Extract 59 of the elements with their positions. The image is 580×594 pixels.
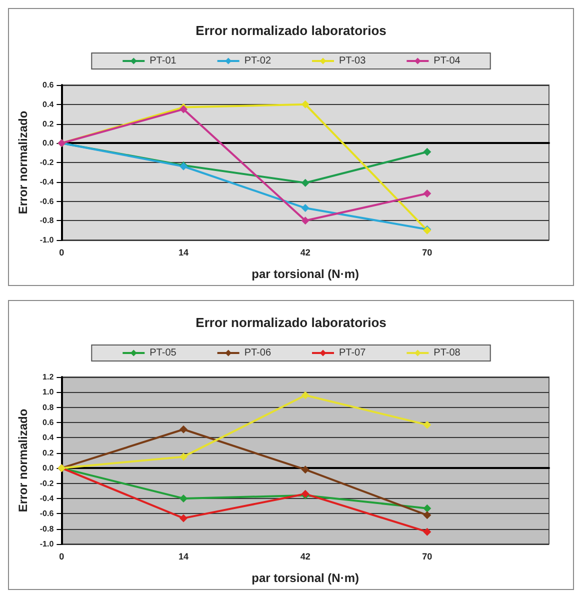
legend-label: PT-02 [244, 56, 272, 66]
y-tick-label: 0.2 [42, 448, 54, 458]
point [180, 425, 188, 434]
legend-label: PT-08 [434, 348, 461, 358]
y-tick-label: -1.0 [40, 236, 54, 244]
point [423, 504, 432, 512]
y-tick-label: -0.4 [40, 177, 54, 186]
y-tick-label: 0.6 [42, 418, 54, 428]
chart-title: Error normalizado laboratorios [196, 23, 386, 38]
legend-label: PT-06 [244, 348, 272, 358]
y-tick-label: -1.0 [40, 540, 54, 548]
chart-title: Error normalizado laboratorios [196, 315, 386, 330]
x-tick-label: 42 [300, 552, 310, 562]
y-tick-label: 0.6 [42, 80, 54, 90]
x-tick-label: 0 [59, 248, 64, 258]
x-axis-title: par torsional (N·m) [252, 571, 360, 585]
legend-label: PT-03 [339, 56, 366, 66]
y-tick-label: 0.0 [42, 138, 54, 148]
y-tick-label: -0.2 [40, 158, 54, 167]
y-axis-title: Error normalizado [16, 408, 30, 512]
legend-label: PT-07 [339, 348, 366, 358]
legend-label: PT-01 [150, 56, 177, 66]
point [301, 100, 310, 108]
legend-label: PT-04 [434, 56, 461, 66]
point [301, 391, 310, 400]
y-axis-title: Error normalizado [16, 110, 30, 214]
y-tick-label: 0.4 [42, 433, 54, 442]
y-tick-label: -0.8 [40, 524, 54, 534]
x-tick-label: 14 [178, 552, 189, 562]
x-tick-label: 0 [59, 552, 64, 562]
point [301, 466, 310, 474]
y-tick-label: -0.2 [40, 478, 54, 488]
y-tick-label: 1.2 [42, 372, 54, 382]
y-tick-label: 0.2 [42, 119, 54, 128]
x-tick-label: 42 [300, 248, 310, 258]
point [301, 178, 310, 187]
y-tick-label: -0.4 [40, 494, 54, 503]
x-axis-title: par torsional (N·m) [252, 267, 360, 281]
y-tick-label: 0.4 [42, 100, 54, 109]
point [301, 216, 310, 225]
y-tick-label: -0.6 [40, 509, 54, 518]
point [423, 190, 432, 198]
point [423, 420, 432, 429]
point [423, 511, 432, 520]
y-tick-label: 1.0 [42, 388, 54, 397]
y-tick-label: 0.8 [42, 402, 54, 412]
x-tick-label: 14 [178, 248, 189, 258]
point [180, 514, 188, 522]
point [301, 204, 310, 212]
x-tick-label: 70 [422, 248, 432, 258]
point [180, 494, 188, 502]
point [423, 148, 432, 156]
y-tick-label: -0.8 [40, 216, 54, 226]
y-tick-label: 0.0 [42, 464, 54, 473]
y-tick-label: -0.6 [40, 196, 54, 206]
point [180, 452, 188, 461]
legend-label: PT-05 [150, 348, 177, 358]
x-tick-label: 70 [422, 552, 432, 562]
point [423, 528, 432, 536]
